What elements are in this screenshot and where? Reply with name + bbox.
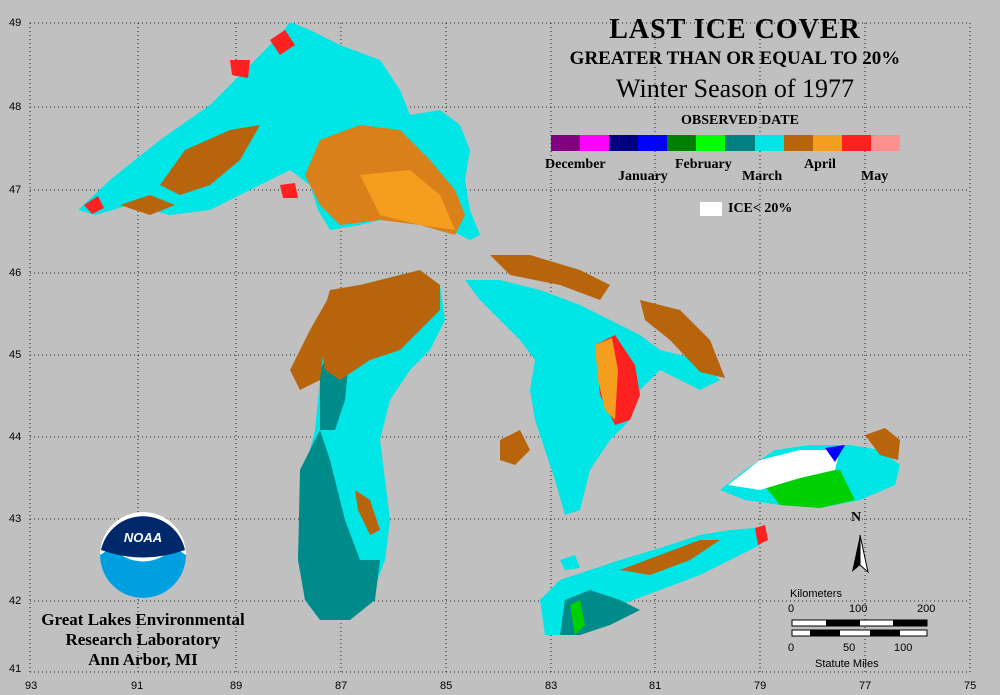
- legend-swatch: [667, 135, 697, 151]
- scale-km-tick: 200: [917, 603, 936, 615]
- legend-april: April: [804, 157, 836, 172]
- map-subtitle: GREATER THAN OR EQUAL TO 20%: [569, 48, 901, 69]
- ice-legend-label: ICE< 20%: [728, 201, 793, 216]
- legend-swatch: [754, 135, 784, 151]
- lon-label: 91: [131, 680, 144, 692]
- legend-may: May: [861, 169, 889, 184]
- season-title: Winter Season of 1977: [616, 74, 854, 103]
- scale-km-label: Kilometers: [790, 588, 842, 600]
- scale-mi-tick: 100: [894, 642, 913, 654]
- ice-legend-swatch: [700, 202, 722, 216]
- north-label: N: [851, 510, 862, 525]
- noaa-logo-text: NOAA: [123, 530, 163, 545]
- lat-label: 49: [9, 17, 22, 29]
- lat-label: 41: [9, 663, 22, 675]
- legend-swatch: [551, 135, 581, 151]
- lat-label: 43: [9, 513, 22, 525]
- lon-label: 89: [230, 680, 243, 692]
- lat-label: 47: [9, 184, 22, 196]
- lake-huron: [465, 255, 725, 515]
- legend-swatch: [870, 135, 900, 151]
- lake-ontario: [720, 428, 900, 508]
- noaa-logo: [100, 512, 186, 598]
- north-arrow: [852, 534, 869, 574]
- scale-mi-label: Statute Miles: [815, 658, 879, 670]
- lake-superior: [78, 22, 480, 240]
- legend-march: March: [742, 169, 783, 184]
- scale-mi-tick: 0: [788, 642, 795, 654]
- legend-january: January: [618, 169, 668, 184]
- scale-km-tick: 0: [788, 603, 795, 615]
- lab-name-line1: Great Lakes Environmental: [41, 610, 245, 629]
- lon-label: 87: [335, 680, 348, 692]
- map-title: LAST ICE COVER: [609, 14, 861, 45]
- lon-label: 75: [964, 680, 977, 692]
- lat-label: 45: [9, 349, 22, 361]
- lat-label: 48: [9, 101, 22, 113]
- legend-color-bar: [551, 135, 900, 151]
- lat-label: 46: [9, 267, 22, 279]
- legend-swatch: [580, 135, 610, 151]
- legend-swatch: [638, 135, 668, 151]
- lab-name-line2: Research Laboratory: [65, 630, 221, 649]
- lon-label: 81: [649, 680, 662, 692]
- lat-label: 42: [9, 595, 22, 607]
- lon-label: 83: [545, 680, 558, 692]
- legend-title: OBSERVED DATE: [681, 113, 799, 128]
- scale-mi-tick: 50: [843, 642, 856, 654]
- lon-label: 77: [859, 680, 872, 692]
- legend-swatch: [609, 135, 639, 151]
- legend-swatch: [841, 135, 871, 151]
- legend-december: December: [545, 157, 606, 172]
- scale-km-tick: 100: [849, 603, 868, 615]
- legend-swatch: [725, 135, 755, 151]
- scale-bar: [791, 619, 928, 637]
- lon-label: 79: [754, 680, 767, 692]
- legend-swatch: [812, 135, 842, 151]
- legend-swatch: [783, 135, 813, 151]
- legend-swatch: [696, 135, 726, 151]
- lake-michigan: [290, 270, 445, 620]
- lat-label: 44: [9, 431, 22, 443]
- lon-label: 93: [25, 680, 38, 692]
- lab-location: Ann Arbor, MI: [88, 650, 198, 669]
- lake-erie: [540, 525, 768, 635]
- lon-label: 85: [440, 680, 453, 692]
- legend-february: February: [675, 157, 732, 172]
